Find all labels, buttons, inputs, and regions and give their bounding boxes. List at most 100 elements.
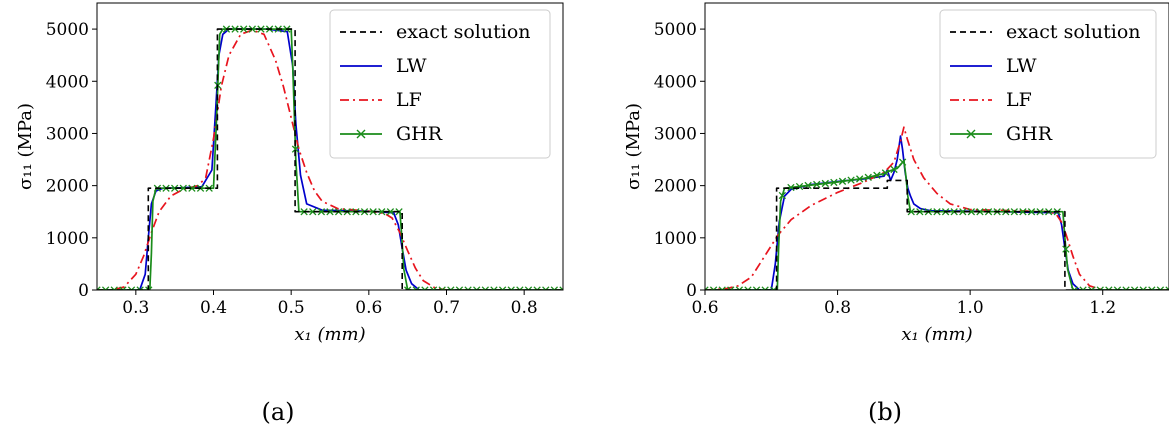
axes-frame — [96, 2, 564, 291]
series-marker — [709, 286, 718, 290]
legend-box — [939, 9, 1157, 159]
panel-b: 0.6 0.8 1.0 1.2 0 1000 2000 3000 4000 5000 x₁ (mm)… — [623, 2, 1169, 345]
series-line-exact-solution — [705, 179, 1169, 290]
y-tick-label: 2000 — [654, 177, 697, 197]
series-marker — [1096, 286, 1104, 290]
series-marker — [847, 176, 855, 184]
series-marker — [498, 286, 507, 290]
series-marker — [490, 286, 498, 290]
series-marker — [881, 169, 890, 177]
y-tick-label: 2000 — [46, 177, 89, 197]
series-marker — [455, 286, 464, 290]
y-tick-label: 4000 — [46, 72, 89, 92]
legend-label: LF — [1006, 89, 1032, 111]
series-marker — [761, 286, 769, 290]
x-tick-label: 0.5 — [278, 298, 305, 318]
series-marker — [110, 286, 118, 290]
series-marker — [830, 178, 838, 187]
series-line-lw — [705, 135, 1169, 290]
y-tick-label: 4000 — [654, 72, 697, 92]
legend-label: LW — [396, 55, 427, 77]
series-marker — [1036, 208, 1044, 216]
series-marker — [1113, 286, 1122, 290]
legend-label: exact solution — [396, 21, 531, 43]
series-marker — [1079, 286, 1087, 290]
series-marker — [386, 208, 395, 216]
series-marker — [821, 179, 829, 188]
x-tick-label: 0.8 — [511, 298, 538, 318]
series-marker — [787, 183, 795, 192]
x-tick-label: 0.6 — [691, 298, 718, 318]
legend-label: GHR — [396, 123, 443, 145]
y-tick-label: 0 — [686, 281, 697, 301]
y-tick-label: 5000 — [46, 20, 89, 40]
series-marker — [873, 171, 881, 179]
series-marker — [727, 286, 735, 290]
series-marker — [524, 286, 533, 290]
x-tick-label: 1.0 — [957, 298, 984, 318]
series-line-ghr — [705, 159, 1169, 290]
series-marker — [967, 208, 976, 216]
series-marker — [1105, 286, 1113, 290]
series-marker — [179, 184, 187, 192]
legend-box — [329, 9, 551, 159]
series-marker — [516, 286, 524, 290]
series-marker — [1148, 286, 1156, 290]
x-tick-label: 0.4 — [200, 298, 227, 318]
series-marker — [97, 286, 101, 290]
series-marker — [291, 145, 300, 153]
y-axis-label: σ₁₁ (MPa) — [623, 103, 644, 190]
series-marker — [959, 208, 967, 216]
x-axis-label: x₁ (mm) — [901, 324, 972, 345]
series-marker — [856, 175, 864, 183]
legend: exact solution LW LF GHR — [939, 9, 1157, 159]
series-marker — [533, 286, 541, 290]
series-marker — [705, 286, 709, 290]
x-tick-label: 1.2 — [1089, 298, 1116, 318]
y-tick-label: 3000 — [654, 124, 697, 144]
series-group — [97, 25, 563, 290]
y-tick-label: 1000 — [654, 229, 697, 249]
series-marker — [101, 286, 110, 290]
y-tick-label: 3000 — [46, 124, 89, 144]
series-marker — [248, 25, 256, 33]
series-marker — [447, 286, 455, 290]
series-marker — [429, 286, 438, 290]
series-line-exact-solution — [97, 28, 563, 290]
series-marker — [326, 208, 334, 216]
legend-label: GHR — [1006, 123, 1053, 145]
panel-a: 0.3 0.4 0.5 0.6 0.7 0.8 0 1000 2000 3000 4000 5000 x… — [15, 2, 564, 345]
x-tick-label: 0.3 — [122, 298, 149, 318]
series-marker — [481, 286, 489, 290]
series-marker — [136, 286, 144, 290]
series-marker — [559, 286, 563, 290]
series-marker — [744, 286, 752, 290]
series-marker — [778, 191, 786, 200]
series-marker — [898, 158, 907, 166]
series-marker — [864, 173, 872, 182]
series-marker — [317, 208, 326, 216]
series-marker — [231, 25, 239, 33]
legend-marker — [356, 129, 366, 139]
series-marker — [464, 286, 472, 290]
series-marker — [369, 208, 377, 216]
series-marker — [378, 208, 386, 216]
series-marker — [473, 286, 481, 290]
x-axis-label: x₁ (mm) — [294, 324, 365, 345]
series-marker — [119, 286, 127, 290]
series-marker — [752, 286, 761, 290]
series-marker — [907, 208, 915, 216]
x-tick-label: 0.7 — [433, 298, 460, 318]
series-marker — [1062, 245, 1070, 253]
y-tick-label: 0 — [78, 281, 89, 301]
series-marker — [1122, 286, 1130, 290]
legend: exact solution LW LF GHR — [329, 9, 551, 159]
series-marker — [404, 286, 412, 290]
panel-label-a: (a) — [261, 398, 294, 426]
series-marker — [1070, 286, 1079, 290]
series-line-lf — [705, 126, 1169, 290]
series-marker — [171, 184, 179, 192]
x-tick-label: 0.6 — [355, 298, 382, 318]
series-marker — [1027, 208, 1036, 216]
